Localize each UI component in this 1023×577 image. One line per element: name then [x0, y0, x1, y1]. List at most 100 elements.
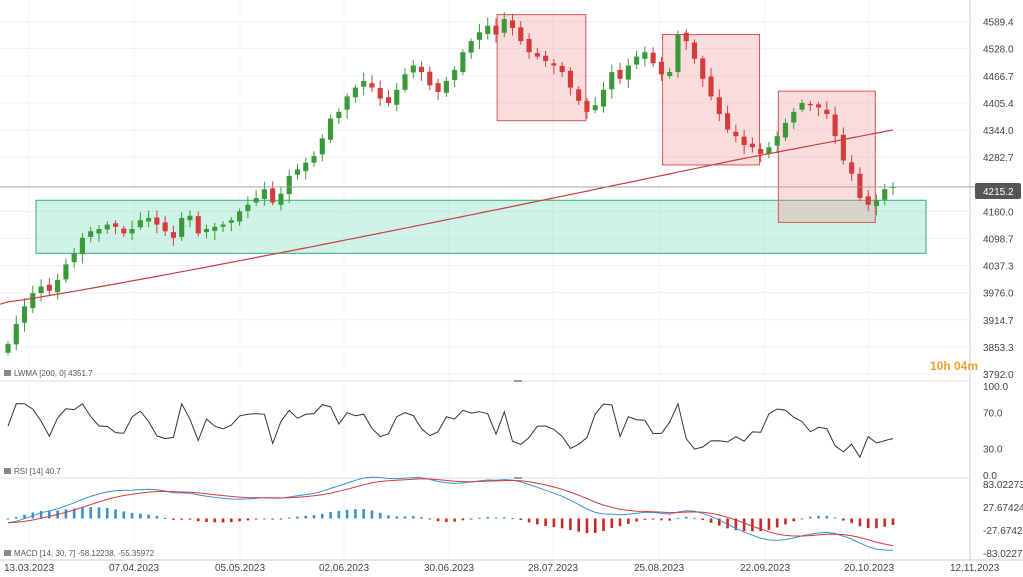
macd-histogram-bar	[602, 518, 605, 531]
candle-body	[534, 53, 540, 57]
macd-histogram-bar	[296, 516, 299, 519]
price-tick-label: 4466.7	[983, 72, 1014, 83]
macd-histogram-bar	[354, 509, 357, 519]
candle-body	[782, 122, 789, 138]
candle-body	[700, 58, 706, 79]
candle-body	[21, 306, 28, 323]
candle-body	[625, 65, 631, 80]
price-tick-label: 3853.3	[983, 343, 1014, 354]
candle-body	[890, 187, 896, 189]
candle-body	[187, 215, 193, 221]
rsi-line	[7, 402, 894, 459]
macd-histogram-bar	[494, 517, 498, 519]
candle-body	[518, 27, 524, 42]
candle-body	[452, 69, 458, 81]
price-tick-label: 4405.4	[983, 99, 1014, 110]
macd-histogram-bar	[527, 518, 531, 523]
macd-histogram-bar	[163, 517, 167, 519]
macd-histogram-bar	[155, 516, 159, 519]
macd-histogram-bar	[734, 518, 738, 531]
candle-body	[865, 196, 871, 205]
chart-axes: 4589.4 4528.0 4466.7 4405.4 4344.0 4282.7 4160…	[4, 18, 1023, 574]
candle-body	[162, 222, 168, 232]
chart-zones	[35, 14, 927, 254]
price-tick-label: 3976.0	[983, 289, 1014, 300]
candle-body	[592, 105, 598, 111]
macd-histogram-bar	[519, 518, 523, 521]
macd-histogram-bar	[817, 515, 820, 519]
macd-histogram-bar	[866, 518, 870, 529]
macd-histogram-bar	[221, 518, 225, 523]
macd-histogram-bar	[461, 518, 465, 521]
macd-histogram-bar	[726, 518, 729, 529]
candle-body	[154, 217, 160, 225]
macd-histogram-bar	[808, 516, 812, 519]
candle-body	[212, 226, 218, 231]
macd-histogram-bar	[428, 518, 432, 520]
rsi-tick-label: 70.0	[983, 409, 1003, 420]
macd-histogram-bar	[684, 516, 688, 519]
candle-body	[774, 136, 780, 146]
candle-body	[71, 253, 77, 263]
macd-histogram-bar	[287, 517, 291, 519]
macd-histogram-bar	[130, 512, 134, 519]
candle-body	[261, 189, 267, 199]
macd-histogram-bar	[577, 518, 581, 532]
candle-body	[112, 223, 119, 227]
candle-body	[642, 52, 648, 59]
macd-histogram-bar	[585, 518, 589, 534]
macd-histogram-bar	[205, 518, 208, 522]
macd-tick-label: -27.6742	[983, 526, 1023, 537]
macd-histogram-bar	[759, 518, 762, 532]
macd-panel	[6, 476, 895, 551]
macd-histogram-bar	[436, 518, 440, 522]
candle-body	[543, 55, 549, 62]
macd-histogram-bar	[395, 516, 399, 519]
macd-histogram-bar	[304, 515, 308, 519]
candle-body	[286, 175, 292, 195]
candle-body	[468, 41, 474, 53]
candle-body	[501, 19, 507, 33]
macd-histogram-bar	[842, 518, 845, 521]
macd-histogram-bar	[48, 510, 51, 519]
macd-histogram-bar	[64, 509, 68, 519]
last-price-badge	[975, 183, 1021, 199]
candle-body	[551, 63, 557, 66]
candle-body	[741, 136, 747, 146]
candle-body	[79, 237, 86, 255]
price-tick-label: 4589.4	[983, 18, 1014, 29]
candle-body	[749, 143, 755, 148]
macd-histogram-bar	[89, 507, 93, 519]
candle-body	[435, 83, 441, 92]
macd-histogram-bar	[122, 511, 126, 519]
candle-body	[170, 232, 176, 238]
candle-body	[228, 220, 234, 223]
candle-body	[708, 76, 714, 97]
macd-histogram-bar	[246, 518, 250, 521]
candle-body	[691, 42, 698, 59]
macd-histogram-bar	[742, 518, 746, 532]
macd-histogram-bar	[378, 512, 382, 519]
candle-body	[460, 52, 466, 73]
price-tick-label: 4160.0	[983, 207, 1014, 218]
lwma-line	[0, 129, 894, 305]
macd-histogram-bar	[114, 509, 117, 519]
rsi-panel	[7, 402, 894, 459]
candle-body	[303, 162, 309, 172]
macd-histogram-bar	[337, 510, 341, 519]
candle-body	[634, 56, 640, 65]
time-tick-label: 05.05.2023	[215, 563, 265, 574]
macd-histogram-bar	[345, 509, 349, 519]
macd-histogram-bar	[23, 514, 26, 519]
candle-body	[758, 149, 764, 154]
rsi-tick-label: 0.0	[983, 471, 997, 482]
macd-histogram-bar	[81, 507, 84, 519]
macd-histogram-bar	[651, 518, 655, 520]
candle-body	[882, 189, 888, 200]
candle-body	[600, 89, 607, 107]
candle-body	[270, 188, 276, 203]
panel-handle	[514, 380, 522, 382]
candle-body	[584, 100, 590, 112]
price-tick-label: 3914.7	[983, 316, 1014, 327]
candle-body	[352, 87, 358, 98]
